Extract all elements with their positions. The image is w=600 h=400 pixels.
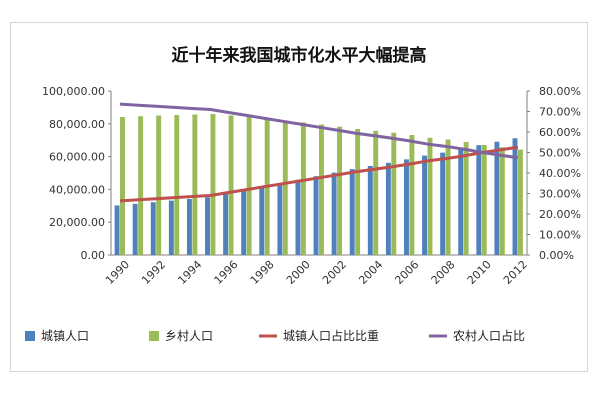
y-right-tick-label: 70.00% [539, 106, 581, 119]
bar-urban [186, 198, 192, 255]
x-tick-label: 2012 [501, 258, 530, 287]
x-tick-label: 1996 [212, 258, 241, 287]
y-right-tick-label: 20.00% [539, 208, 581, 221]
chart: 近十年来我国城市化水平大幅提高 0.00 20,000.00 40,000.00 60,… [25, 45, 581, 343]
bar-urban [114, 205, 120, 255]
bar-urban [331, 172, 337, 255]
y-left-tick-label: 100,000.00 [42, 85, 105, 98]
x-tick-label: 2008 [429, 258, 458, 287]
legend-urban-label: 城镇人口 [41, 329, 89, 343]
bar-rural [174, 115, 180, 255]
bar-urban [150, 202, 156, 255]
bar-rural [445, 139, 451, 255]
y-right-tick-label: 0.00% [539, 249, 574, 262]
y-right-tick-label: 60.00% [539, 126, 581, 139]
bar-rural [427, 137, 433, 255]
bar-rural [228, 115, 234, 255]
bar-urban [458, 149, 464, 255]
bar-rural [319, 124, 324, 255]
bar-urban [313, 176, 319, 255]
bar-rural [355, 128, 361, 255]
legend-rural-label: 乡村人口 [165, 329, 213, 343]
y-left-tick-label: 40,000.00 [49, 183, 105, 196]
bar-urban [295, 179, 301, 255]
bar-urban [476, 145, 482, 255]
legend-urban-swatch [25, 331, 35, 341]
bar-urban [223, 193, 229, 255]
y-left-tick-label: 60,000.00 [49, 151, 105, 164]
bar-rural [156, 115, 162, 255]
bar-rural [373, 130, 379, 255]
legend-urban-share-label: 城镇人口占比比重 [283, 328, 379, 343]
y-left-tick-label: 80,000.00 [49, 118, 105, 131]
bar-rural [246, 116, 252, 255]
legend-rural-swatch [149, 331, 159, 341]
bar-urban [277, 183, 283, 255]
bar-rural [499, 147, 505, 255]
bar-rural [282, 120, 288, 256]
y-right-tick-label: 10.00% [539, 229, 581, 242]
bar-rural [409, 135, 415, 255]
bar-rural [481, 144, 487, 255]
bar-urban [512, 138, 518, 255]
bar-urban [385, 162, 391, 255]
bar-rural [120, 117, 125, 256]
bar-urban [404, 159, 409, 255]
bar-urban [205, 197, 210, 255]
y-right-tick-label: 80.00% [539, 85, 581, 98]
y-left-tick-label: 20,000.00 [49, 216, 105, 229]
bar-rural [391, 132, 397, 255]
bar-rural [517, 149, 523, 255]
x-tick-label: 2000 [284, 258, 313, 287]
y-left-tick-label: 0.00 [81, 249, 106, 262]
x-tick-label: 1990 [103, 258, 132, 287]
y-right-tick-label: 50.00% [539, 147, 581, 160]
y-right-tick-label: 30.00% [539, 188, 581, 201]
x-tick-label: 2006 [392, 258, 421, 287]
bar-urban [422, 155, 428, 255]
x-tick-label: 1994 [175, 258, 204, 287]
x-tick-label: 1998 [248, 258, 277, 287]
x-tick-label: 2004 [356, 258, 385, 287]
bar-urban [241, 190, 247, 255]
chart-frame: 近十年来我国城市化水平大幅提高 0.00 20,000.00 40,000.00 60,… [10, 22, 588, 372]
bar-urban [259, 186, 265, 255]
line-urban-share [119, 145, 519, 203]
bar-rural [192, 114, 198, 256]
legend-rural-share-label: 农村人口占比 [453, 328, 525, 343]
bar-rural [337, 126, 343, 256]
bar-urban [132, 203, 138, 255]
line-rural-share [119, 102, 519, 160]
bar-urban [494, 141, 500, 255]
bar-urban [367, 165, 373, 255]
chart-title: 近十年来我国城市化水平大幅提高 [172, 45, 427, 66]
bar-urban [349, 169, 355, 255]
bar-rural [138, 116, 144, 255]
bar-urban [168, 200, 174, 255]
y-right-tick-label: 40.00% [539, 167, 581, 180]
bar-rural [463, 141, 469, 255]
bar-urban [440, 152, 446, 255]
x-tick-label: 2002 [320, 258, 349, 287]
bar-rural [210, 114, 216, 255]
x-tick-label: 1992 [139, 258, 168, 287]
x-tick-label: 2010 [465, 258, 494, 287]
bar-rural [300, 122, 306, 255]
